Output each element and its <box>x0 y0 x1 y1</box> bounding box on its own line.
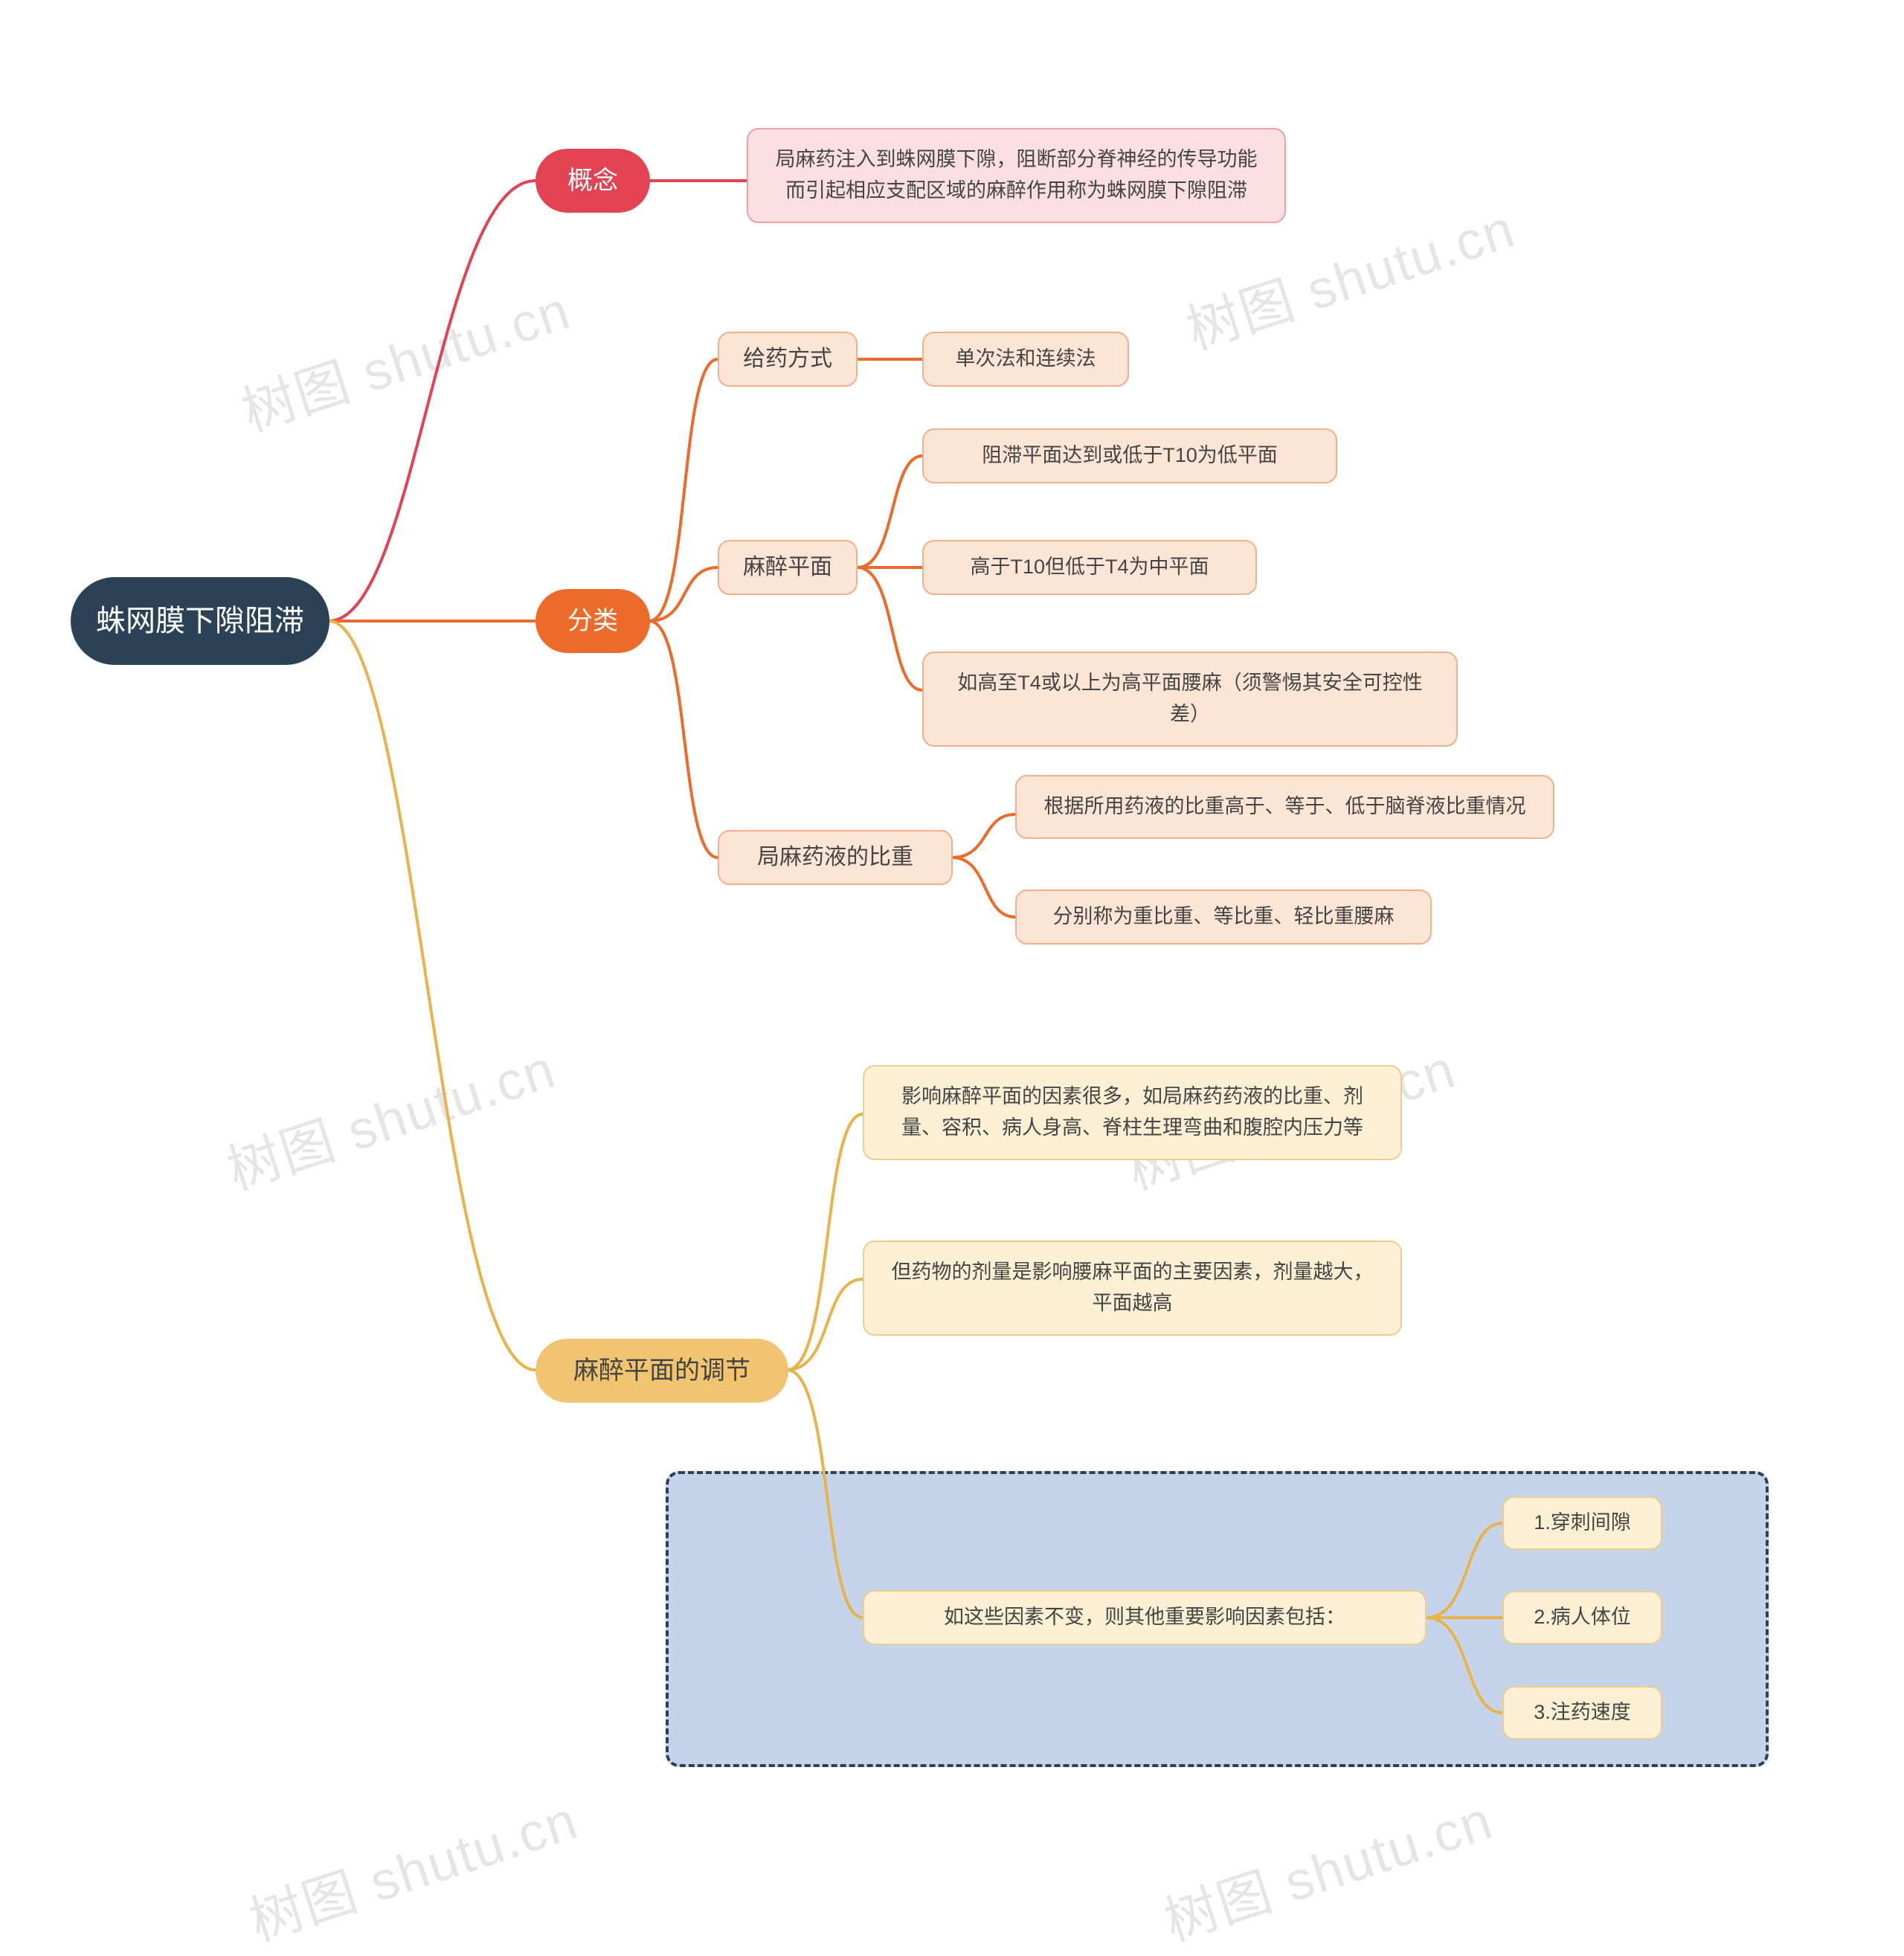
anes-level-leaf-0: 阻滞平面达到或低于T10为低平面 <box>922 428 1337 483</box>
sub-give-method: 给药方式 <box>718 332 858 387</box>
watermark: 树图 shutu.cn <box>238 1776 586 1955</box>
gravity-leaf-1: 分别称为重比重、等比重、轻比重腰麻 <box>1015 889 1432 945</box>
sub-anes-level: 麻醉平面 <box>718 540 858 595</box>
sub-gravity: 局麻药液的比重 <box>718 830 953 885</box>
branch-concept: 概念 <box>536 149 650 213</box>
mindmap-canvas: 树图 shutu.cn 树图 shutu.cn 树图 shutu.cn 树图 s… <box>0 0 1904 1893</box>
branch-adjust: 麻醉平面的调节 <box>536 1339 788 1403</box>
factor-leaf-2: 3.注药速度 <box>1502 1686 1662 1740</box>
factor-leaf-1: 2.病人体位 <box>1502 1591 1662 1644</box>
gravity-leaf-0: 根据所用药液的比重高于、等于、低于脑脊液比重情况 <box>1015 775 1554 839</box>
adjust-other-factors: 如这些因素不变，则其他重要影响因素包括： <box>863 1590 1427 1645</box>
root-node: 蛛网膜下隙阻滞 <box>71 577 329 665</box>
concept-leaf: 局麻药注入到蛛网膜下隙，阻断部分脊神经的传导功能而引起相应支配区域的麻醉作用称为… <box>747 128 1286 223</box>
watermark: 树图 shutu.cn <box>1153 1776 1501 1955</box>
adjust-leaf-1: 但药物的剂量是影响腰麻平面的主要因素，剂量越大，平面越高 <box>863 1241 1402 1336</box>
adjust-leaf-0: 影响麻醉平面的因素很多，如局麻药药液的比重、剂量、容积、病人身高、脊柱生理弯曲和… <box>863 1065 1402 1160</box>
watermark: 树图 shutu.cn <box>231 266 579 445</box>
give-method-leaf: 单次法和连续法 <box>922 332 1129 387</box>
watermark: 树图 shutu.cn <box>216 1025 564 1204</box>
anes-level-leaf-1: 高于T10但低于T4为中平面 <box>922 540 1257 595</box>
factor-leaf-0: 1.穿刺间隙 <box>1502 1496 1662 1550</box>
anes-level-leaf-2: 如高至T4或以上为高平面腰麻（须警惕其安全可控性差） <box>922 652 1458 747</box>
branch-classify: 分类 <box>536 589 650 653</box>
